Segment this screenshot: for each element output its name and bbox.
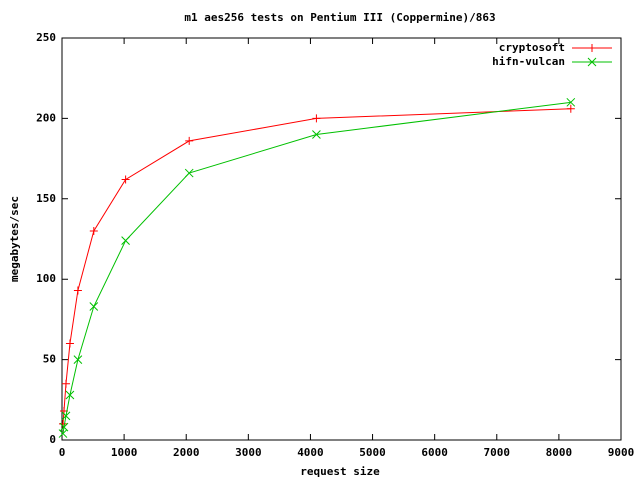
- y-tick-label: 100: [36, 272, 56, 285]
- point: [73, 355, 83, 364]
- point: [61, 411, 71, 421]
- point: [566, 104, 575, 113]
- x-tick-label: 8000: [546, 446, 573, 459]
- point: [566, 97, 576, 107]
- point: [184, 168, 194, 178]
- x-tick-label: 9000: [608, 446, 635, 459]
- point: [65, 339, 74, 348]
- point: [312, 130, 321, 139]
- y-tick-label: 250: [36, 31, 56, 44]
- y-tick-label: 150: [36, 192, 56, 205]
- plot-frame: [61, 37, 622, 441]
- point: [65, 390, 75, 400]
- x-tick-label: 5000: [359, 446, 386, 459]
- x-tick-label: 7000: [484, 446, 511, 459]
- x-tick-label: 3000: [235, 446, 262, 459]
- x-tick-label: 0: [59, 446, 66, 459]
- y-tick-label: 50: [43, 353, 56, 366]
- x-tick-label: 4000: [297, 446, 324, 459]
- y-axis-label: megabytes/sec: [8, 196, 21, 282]
- point: [312, 114, 321, 123]
- chart-title: m1 aes256 tests on Pentium III (Coppermi…: [184, 11, 495, 24]
- point: [59, 422, 69, 432]
- point: [185, 136, 194, 145]
- point: [588, 44, 596, 52]
- point: [587, 57, 597, 67]
- point: [121, 236, 130, 245]
- x-tick-label: 2000: [173, 446, 200, 459]
- x-tick-label: 1000: [111, 446, 138, 459]
- y-tick-label: 0: [49, 433, 56, 446]
- x-axis-label: request size: [300, 465, 380, 478]
- point: [73, 286, 82, 295]
- point: [89, 226, 98, 235]
- point: [89, 302, 99, 311]
- point: [121, 175, 130, 184]
- series-line: [62, 101, 571, 434]
- x-tick-label: 6000: [421, 446, 448, 459]
- series-line: [62, 108, 571, 424]
- y-tick-label: 200: [36, 111, 56, 124]
- legend-label: cryptosoft: [499, 41, 565, 54]
- point: [61, 379, 70, 388]
- legend-label: hifn-vulcan: [492, 55, 565, 68]
